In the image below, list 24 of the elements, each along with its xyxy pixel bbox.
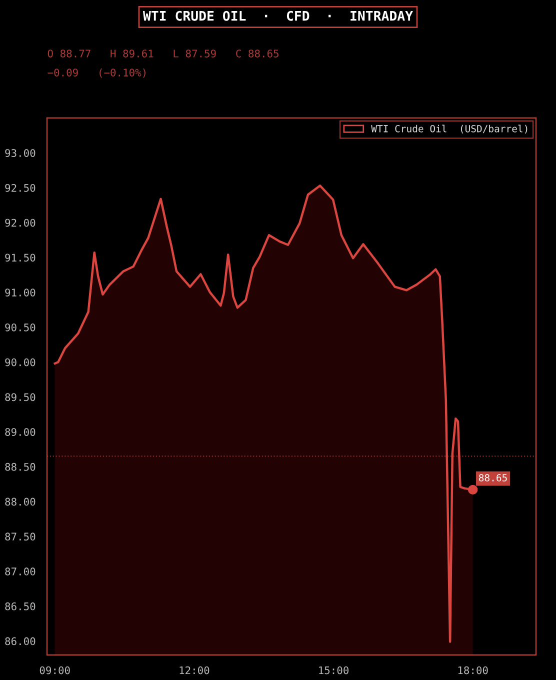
chart-title: WTI CRUDE OIL · CFD · INTRADAY <box>142 10 413 21</box>
y-tick-label: 91.00 <box>5 288 36 296</box>
y-tick-label: 86.00 <box>5 637 36 646</box>
y-tick-label: 90.50 <box>5 323 36 332</box>
y-tick-label: 93.00 <box>5 149 36 157</box>
y-tick-label: 92.00 <box>5 218 36 227</box>
y-tick-label: 87.00 <box>5 568 36 576</box>
legend-label: WTI Crude Oil (USD/barrel) <box>371 124 528 134</box>
y-tick-label: 92.50 <box>5 184 36 192</box>
y-tick-label: 87.50 <box>5 532 36 541</box>
x-tick-label: 09:00 <box>40 666 70 674</box>
chart-subtitle: O 88.77 H 89.61 L 87.59 C 88.65 <box>48 50 278 58</box>
y-tick-label: 89.00 <box>5 428 36 436</box>
y-tick-label: 89.50 <box>5 393 36 402</box>
y-tick-label: 91.50 <box>5 254 36 262</box>
x-tick-label: 12:00 <box>180 666 210 674</box>
y-tick-label: 86.50 <box>5 602 36 610</box>
annotation: 88.65 <box>479 474 507 482</box>
y-tick-label: 88.50 <box>5 462 36 471</box>
y-tick-label: 88.00 <box>5 498 36 506</box>
y-tick-label: 90.00 <box>5 358 36 366</box>
x-tick-label: 15:00 <box>319 666 349 674</box>
text: −0.09 (−0.10%) <box>48 68 146 78</box>
x-tick-label: 18:00 <box>458 666 488 674</box>
